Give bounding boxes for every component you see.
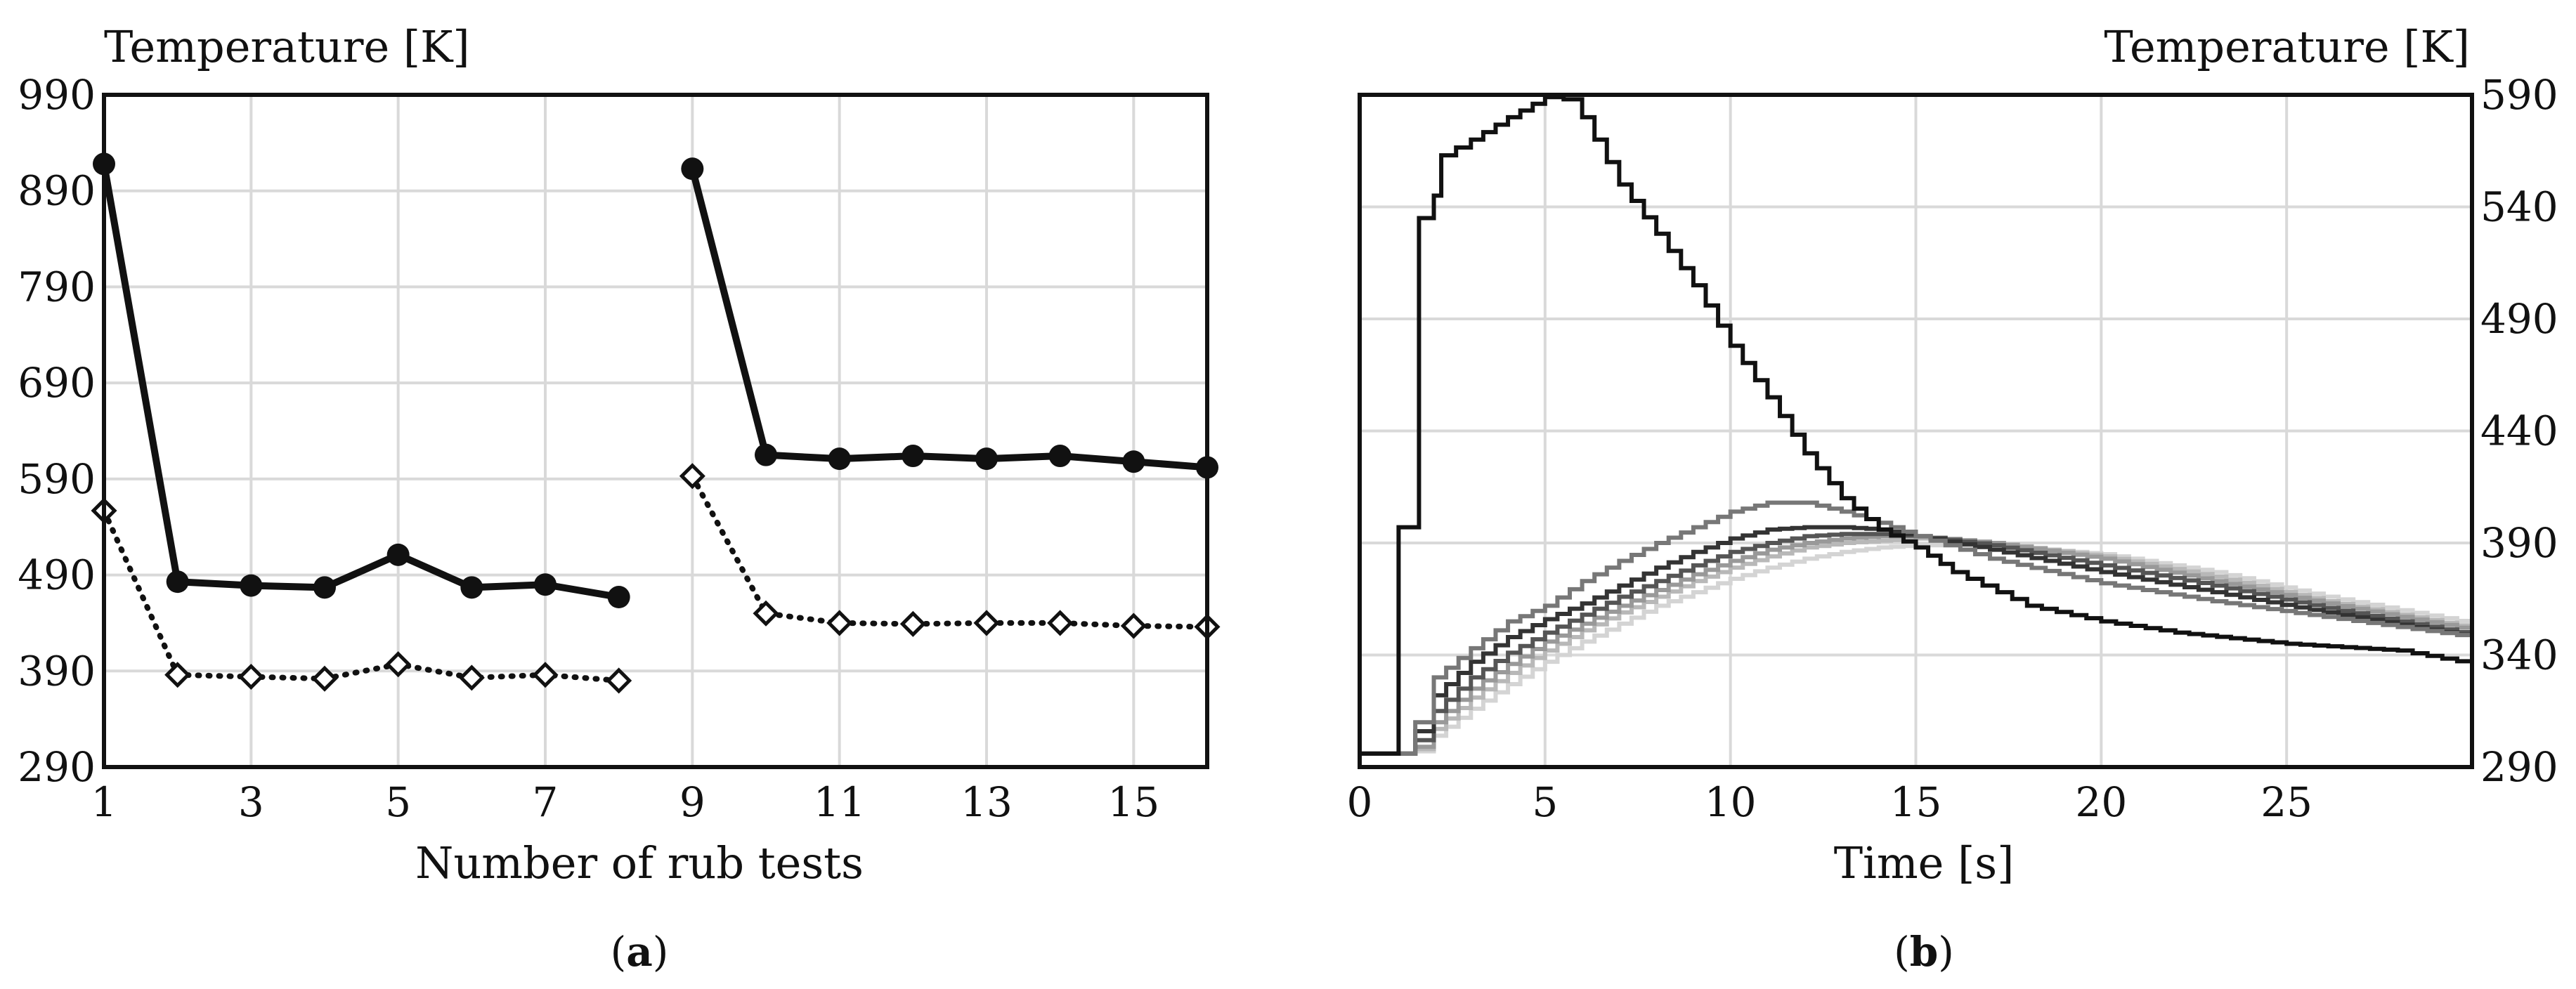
circle-marker [828, 447, 851, 471]
circle-marker [313, 576, 336, 599]
panel-label-a: (a) [611, 928, 669, 976]
y-tick-label: 790 [18, 263, 96, 310]
y-tick-labels-b: 290 340 390 440 490 540 590 [2480, 71, 2558, 791]
temperature-series-line [1360, 536, 2474, 756]
x-tick-label: 25 [2260, 778, 2312, 826]
circle-marker [166, 570, 189, 594]
diamond-marker [1120, 613, 1147, 639]
diamond-marker [238, 663, 264, 690]
series-line [100, 160, 623, 601]
y-tick-label: 490 [2480, 295, 2558, 343]
circle-marker [681, 157, 704, 181]
diamond-marker [826, 610, 853, 636]
x-tick-label: 5 [1532, 778, 1558, 826]
x-tick-labels-b: 0 5 10 15 20 25 [1347, 778, 2313, 826]
diamond-marker [753, 600, 779, 627]
x-axis-label-a: Number of rub tests [415, 837, 864, 889]
diamond-marker [385, 651, 412, 678]
diamond-marker [458, 664, 485, 691]
y-tick-label: 990 [18, 71, 96, 119]
series-line [689, 473, 1210, 630]
x-tick-label: 1 [91, 778, 117, 826]
circle-marker [534, 573, 557, 596]
circle-marker [460, 576, 483, 599]
x-tick-label: 15 [1107, 778, 1159, 826]
y-tick-label: 890 [18, 167, 96, 215]
diamond-marker [311, 665, 338, 692]
series-b [1360, 95, 2474, 756]
temperature-series-line [1360, 95, 2474, 756]
temperature-series-line [1360, 543, 2474, 756]
markers-a [91, 152, 1221, 694]
y-tick-label: 340 [2480, 631, 2558, 679]
x-tick-label: 10 [1705, 778, 1757, 826]
y-tick-label: 440 [2480, 407, 2558, 455]
series-line [689, 165, 1211, 471]
y-tick-label: 390 [18, 647, 96, 695]
circle-marker [1122, 450, 1145, 473]
circle-marker [755, 443, 777, 466]
temperature-series-line [1360, 500, 2474, 756]
x-tick-labels-a: 1 3 5 7 9 11 13 15 [91, 778, 1160, 826]
x-tick-label: 11 [814, 778, 866, 826]
y-tick-label: 590 [18, 455, 96, 503]
x-tick-label: 0 [1347, 778, 1373, 826]
series-line [101, 507, 622, 683]
diamond-marker [1047, 610, 1074, 636]
y-tick-label: 490 [18, 551, 96, 599]
y-tick-label: 290 [18, 743, 96, 791]
circle-marker [975, 447, 998, 471]
y-tick-label: 390 [2480, 519, 2558, 567]
y-axis-label-a: Temperature [K] [104, 21, 470, 72]
y-tick-labels-a: 290 390 490 590 690 790 890 990 [18, 71, 96, 791]
diamond-marker [973, 610, 1000, 636]
x-tick-label: 5 [385, 778, 411, 826]
plot-frame-b [1358, 93, 2474, 769]
svg-text:(b): (b) [1894, 928, 1954, 976]
grid-a [103, 93, 1207, 768]
diamond-marker [532, 662, 559, 688]
circle-marker [1048, 445, 1072, 468]
x-tick-label: 15 [1890, 778, 1942, 826]
x-tick-label: 13 [961, 778, 1013, 826]
x-tick-label: 20 [2075, 778, 2127, 826]
circle-marker [240, 574, 263, 597]
diamond-marker [679, 463, 705, 490]
svg-text:(a): (a) [611, 928, 669, 976]
y-tick-label: 540 [2480, 183, 2558, 231]
diamond-marker [606, 667, 632, 694]
diamond-marker [899, 610, 926, 637]
diamond-marker [164, 662, 191, 688]
panel-label-b: (b) [1894, 928, 1954, 976]
y-tick-label: 290 [2480, 743, 2558, 791]
circle-marker [607, 586, 630, 609]
y-tick-label: 590 [2480, 71, 2558, 119]
x-tick-label: 3 [238, 778, 264, 826]
panel-b: 0 5 10 15 20 25 290 340 390 440 490 540 590 Tempera… [1347, 21, 2558, 976]
plot-frame-a [102, 93, 1209, 769]
y-axis-label-b: Temperature [K] [2104, 21, 2470, 72]
x-axis-label-b: Time [s] [1834, 837, 2015, 889]
series-a [100, 160, 1211, 683]
circle-marker [902, 445, 925, 468]
x-tick-label: 7 [533, 778, 559, 826]
x-tick-label: 9 [679, 778, 705, 826]
y-tick-label: 690 [18, 359, 96, 407]
circle-marker [386, 543, 410, 566]
